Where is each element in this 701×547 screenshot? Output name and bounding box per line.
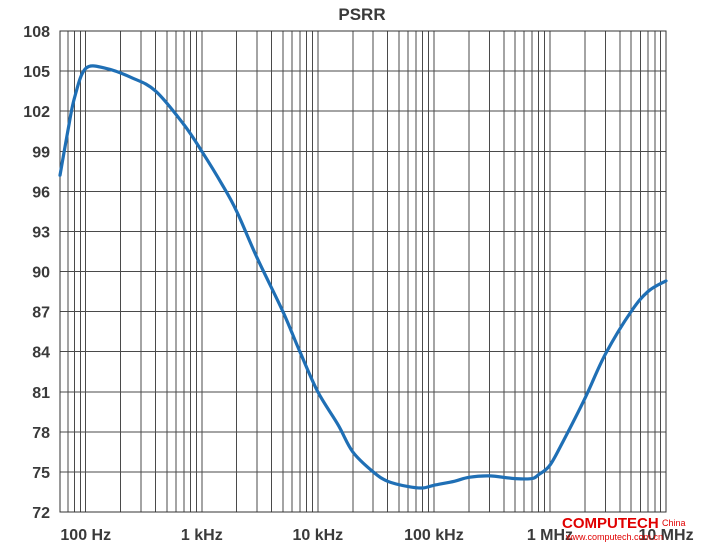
y-tick-label: 90: [32, 265, 50, 282]
psrr-curve: [58, 64, 668, 490]
x-tick-label: 10 kHz: [292, 527, 343, 544]
y-tick-label: 102: [23, 104, 50, 121]
x-tick-label: 100 Hz: [60, 527, 111, 544]
horizontal-gridlines: [60, 30, 666, 513]
y-tick-label: 93: [32, 224, 50, 241]
x-tick-labels: 100 Hz 1 kHz 10 kHz 100 kHz 1 MHz 10 MHz: [60, 527, 693, 544]
chart-title: PSRR: [338, 5, 385, 24]
y-tick-label: 78: [32, 425, 50, 442]
y-tick-label: 84: [32, 345, 50, 362]
watermark-url: www.computech.com.cn: [565, 532, 663, 542]
y-tick-label: 105: [23, 64, 50, 81]
plot-frame: [59, 30, 667, 513]
x-tick-label: 1 MHz: [527, 527, 573, 544]
watermark-brand: COMPUTECH: [562, 515, 659, 532]
watermark-suffix: China: [662, 518, 686, 528]
y-tick-label: 99: [32, 144, 50, 161]
x-tick-label: 10 MHz: [638, 527, 693, 544]
y-tick-label: 96: [32, 184, 50, 201]
y-tick-label: 81: [32, 385, 50, 402]
x-tick-label: 1 kHz: [181, 527, 223, 544]
y-tick-labels: 72 75 78 81 84 87 90 93 96 99 102 105 108: [23, 24, 50, 522]
watermark: COMPUTECH China www.computech.com.cn: [562, 515, 686, 542]
y-tick-label: 108: [23, 24, 50, 41]
y-tick-label: 75: [32, 465, 50, 482]
x-tick-label: 100 kHz: [404, 527, 464, 544]
y-tick-label: 72: [32, 505, 50, 522]
y-tick-label: 87: [32, 305, 50, 322]
